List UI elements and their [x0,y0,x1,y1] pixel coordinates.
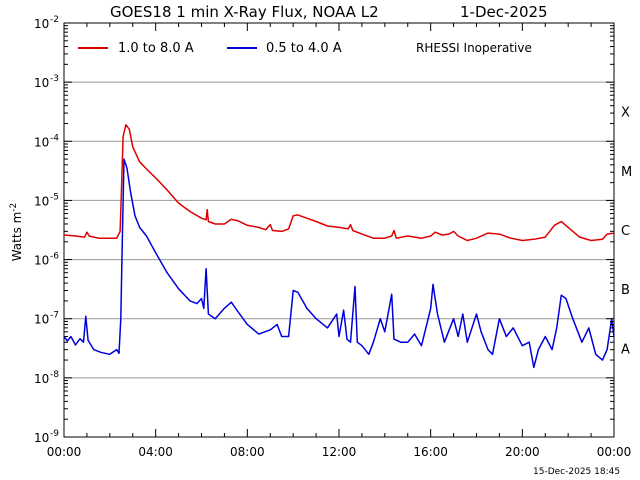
y-tick: 10 -6 [34,202,614,268]
x-tick: 16:00 [413,23,448,459]
legend-label-short: 0.5 to 4.0 A [266,41,342,56]
y-tick-exponent: -7 [50,311,59,321]
x-tick-label: 04:00 [138,445,173,459]
y-tick: 10 -5 [34,143,614,208]
series-line-long-wavelength [63,124,615,242]
series-layer [63,124,615,369]
legend: 1.0 to 8.0 A 0.5 to 4.0 A [78,41,342,56]
x-tick-label: 08:00 [230,445,265,459]
flare-class-label: A [621,342,630,357]
y-tick: 10 -4 [34,84,614,149]
x-tick: 08:00 [230,23,265,459]
x-tick: 00:00 [47,23,82,459]
y-tick-exponent: -8 [50,370,59,380]
x-tick-label: 20:00 [505,445,540,459]
y-tick-label: 10 [34,194,49,208]
rhessi-annotation: RHESSI Inoperative [416,41,532,55]
chart-title: GOES18 1 min X-Ray Flux, NOAA L2 [110,3,379,21]
axes: 10-910-810-710-610-510-410-310 -200:00 04:… [34,15,632,459]
footer-timestamp: 15-Dec-2025 18:45 [533,467,620,477]
y-tick-exponent: -9 [50,429,59,439]
chart-date: 1-Dec-2025 [460,3,548,21]
y-tick-exponent: -3 [50,74,59,84]
x-tick-label: 00:00 [47,445,82,459]
y-tick-label: 10 [34,76,49,90]
y-tick: 10 -3 [34,25,614,90]
x-tick: 20:00 [505,23,540,459]
y-tick-exponent: -6 [50,252,59,262]
y-axis-label-exponent: -2 [9,203,19,212]
grid-lines [64,81,614,379]
y-axis-label: Watts m-2 [9,203,24,262]
y-tick-exponent: -2 [50,15,59,25]
svg-text:Watts m-2: Watts m-2 [9,203,24,262]
x-tick: 04:00 [138,23,173,459]
flare-class-label: X [621,106,630,121]
plot-frame [63,22,615,438]
y-tick-label: 10 [34,313,49,327]
y-tick-label: 10 [34,431,49,445]
x-tick-label: 12:00 [322,445,357,459]
x-tick-label: 00:00 [597,445,632,459]
y-tick-exponent: -5 [50,192,59,202]
y-tick: 10 -2 [34,15,614,31]
legend-label-long: 1.0 to 8.0 A [118,41,194,56]
y-tick: 10 -9 [34,380,614,445]
y-tick-exponent: -4 [50,133,59,143]
x-tick: 12:00 [322,23,357,459]
flare-class-label: M [621,165,632,180]
series-line-short-wavelength [63,158,615,369]
y-tick-label: 10 [34,372,49,386]
y-tick-label: 10 [34,254,49,268]
y-tick: 10 -8 [34,320,614,386]
y-axis-label-text: Watts m [10,212,24,262]
y-tick: 10 -7 [34,261,614,327]
x-tick: 00:00 [597,23,632,459]
x-tick-label: 16:00 [413,445,448,459]
y-tick-label: 10 [34,17,49,31]
y-tick-label: 10 [34,135,49,149]
flare-class-label: C [621,224,630,239]
flare-class-label: B [621,283,630,298]
